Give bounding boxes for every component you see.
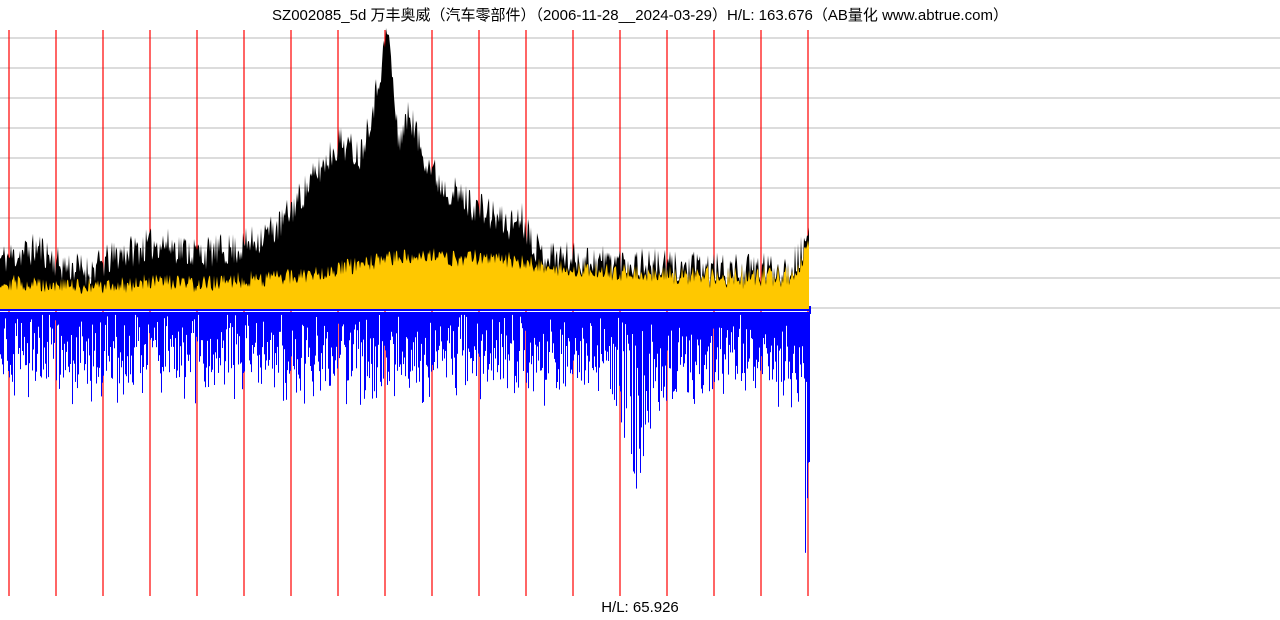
bottom-series	[0, 312, 810, 553]
chart-footer: H/L: 65.926	[0, 599, 1280, 616]
chart-svg	[0, 0, 1280, 620]
chart-container: SZ002085_5d 万丰奥威（汽车零部件）（2006-11-28__2024…	[0, 0, 1280, 620]
